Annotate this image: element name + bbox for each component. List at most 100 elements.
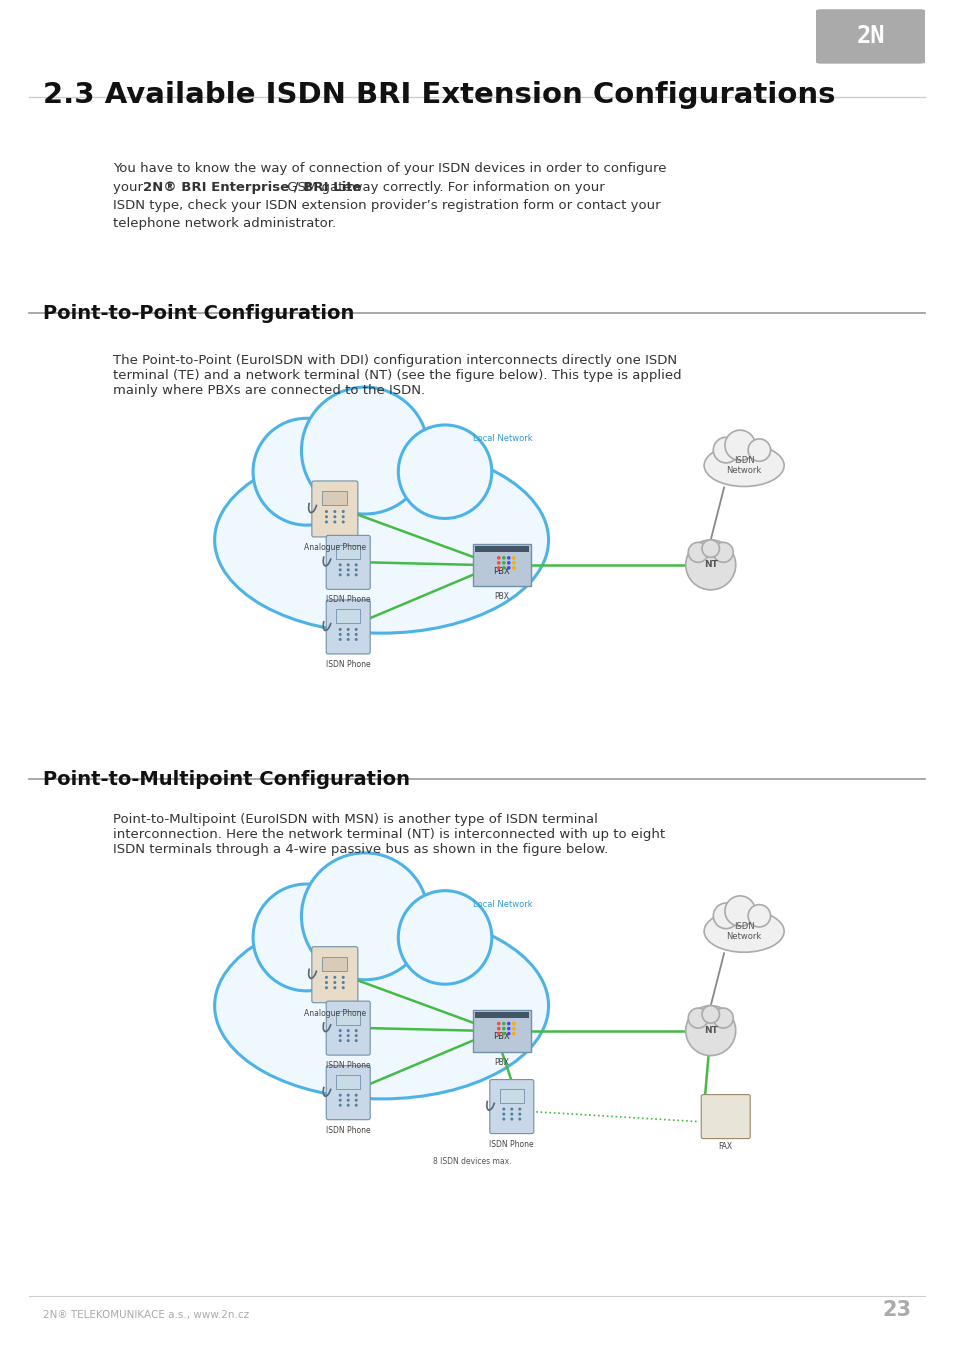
Text: ISDN
Network: ISDN Network [726, 456, 760, 475]
Circle shape [333, 976, 336, 979]
Circle shape [724, 431, 755, 460]
Text: Local Network: Local Network [473, 435, 533, 443]
Circle shape [338, 639, 341, 641]
Text: Local Network: Local Network [473, 900, 533, 909]
Circle shape [497, 1031, 500, 1035]
Circle shape [338, 1094, 341, 1096]
Ellipse shape [214, 447, 548, 633]
Circle shape [687, 543, 707, 563]
Circle shape [685, 1006, 735, 1056]
Circle shape [506, 556, 510, 560]
Text: Analogue Phone: Analogue Phone [303, 543, 366, 552]
Circle shape [713, 903, 739, 929]
Text: NT: NT [703, 1026, 717, 1035]
FancyBboxPatch shape [475, 545, 528, 552]
Text: The Point-to-Point (EuroISDN with DDI) configuration interconnects directly one : The Point-to-Point (EuroISDN with DDI) c… [112, 354, 680, 397]
Circle shape [687, 1008, 707, 1029]
Circle shape [355, 633, 357, 636]
Circle shape [346, 1029, 350, 1033]
FancyBboxPatch shape [475, 1011, 528, 1018]
FancyBboxPatch shape [326, 536, 370, 590]
Circle shape [506, 1027, 510, 1030]
Circle shape [713, 1008, 733, 1029]
Text: PBX: PBX [493, 1033, 510, 1041]
Circle shape [325, 981, 328, 984]
Text: ISDN
Network: ISDN Network [726, 922, 760, 941]
Circle shape [517, 1107, 520, 1111]
Text: 2N® BRI Enterprise / BRI Lite: 2N® BRI Enterprise / BRI Lite [142, 181, 360, 193]
Circle shape [747, 439, 770, 462]
FancyBboxPatch shape [326, 1065, 370, 1119]
Circle shape [501, 566, 505, 570]
Circle shape [355, 563, 357, 567]
Circle shape [355, 639, 357, 641]
Circle shape [510, 1118, 513, 1120]
Circle shape [338, 563, 341, 567]
FancyBboxPatch shape [335, 545, 360, 559]
Circle shape [501, 562, 505, 564]
Circle shape [497, 566, 500, 570]
Circle shape [497, 1022, 500, 1026]
Circle shape [506, 1031, 510, 1035]
Circle shape [346, 628, 350, 630]
Circle shape [355, 1040, 357, 1042]
Text: NT: NT [703, 560, 717, 570]
Circle shape [346, 568, 350, 571]
Circle shape [512, 1022, 515, 1026]
Circle shape [502, 1112, 505, 1115]
FancyBboxPatch shape [335, 1075, 360, 1089]
Circle shape [341, 521, 344, 524]
Circle shape [346, 1040, 350, 1042]
Text: You have to know the way of connection of your ISDN devices in order to configur: You have to know the way of connection o… [112, 162, 665, 176]
Circle shape [497, 562, 500, 564]
Ellipse shape [214, 913, 548, 1099]
Circle shape [338, 633, 341, 636]
Text: PBX: PBX [494, 1057, 509, 1066]
Circle shape [346, 1104, 350, 1107]
Circle shape [355, 1099, 357, 1102]
Circle shape [497, 556, 500, 560]
Circle shape [333, 987, 336, 990]
Text: GSM gateway correctly. For information on your: GSM gateway correctly. For information o… [282, 181, 603, 193]
Circle shape [512, 562, 515, 564]
Circle shape [325, 987, 328, 990]
FancyBboxPatch shape [312, 481, 357, 537]
Circle shape [510, 1107, 513, 1111]
FancyBboxPatch shape [322, 957, 347, 971]
Circle shape [506, 1022, 510, 1026]
Circle shape [502, 1107, 505, 1111]
FancyBboxPatch shape [335, 609, 360, 624]
Circle shape [338, 1104, 341, 1107]
FancyBboxPatch shape [312, 946, 357, 1003]
Circle shape [355, 628, 357, 630]
Circle shape [325, 976, 328, 979]
Text: ISDN Phone: ISDN Phone [326, 1061, 370, 1071]
FancyBboxPatch shape [473, 544, 530, 586]
Circle shape [301, 853, 428, 980]
Text: ISDN Phone: ISDN Phone [326, 595, 370, 605]
Ellipse shape [703, 910, 783, 952]
Text: Analogue Phone: Analogue Phone [303, 1008, 366, 1018]
Circle shape [355, 1104, 357, 1107]
Ellipse shape [703, 444, 783, 486]
Circle shape [333, 981, 336, 984]
Text: Point-to-Multipoint (EuroISDN with MSN) is another type of ISDN terminal
interco: Point-to-Multipoint (EuroISDN with MSN) … [112, 813, 664, 856]
Circle shape [325, 510, 328, 513]
Circle shape [253, 418, 359, 525]
Circle shape [346, 633, 350, 636]
Circle shape [338, 568, 341, 571]
Circle shape [355, 574, 357, 576]
Circle shape [512, 1027, 515, 1030]
Circle shape [502, 1118, 505, 1120]
Circle shape [713, 543, 733, 563]
Circle shape [506, 562, 510, 564]
Text: FAX: FAX [718, 1142, 732, 1150]
Text: ISDN Phone: ISDN Phone [326, 1126, 370, 1135]
Circle shape [355, 1034, 357, 1037]
Circle shape [325, 516, 328, 518]
Text: 8 ISDN devices max.: 8 ISDN devices max. [432, 1157, 511, 1165]
Circle shape [501, 1022, 505, 1026]
Circle shape [685, 540, 735, 590]
Circle shape [747, 904, 770, 927]
Circle shape [501, 556, 505, 560]
